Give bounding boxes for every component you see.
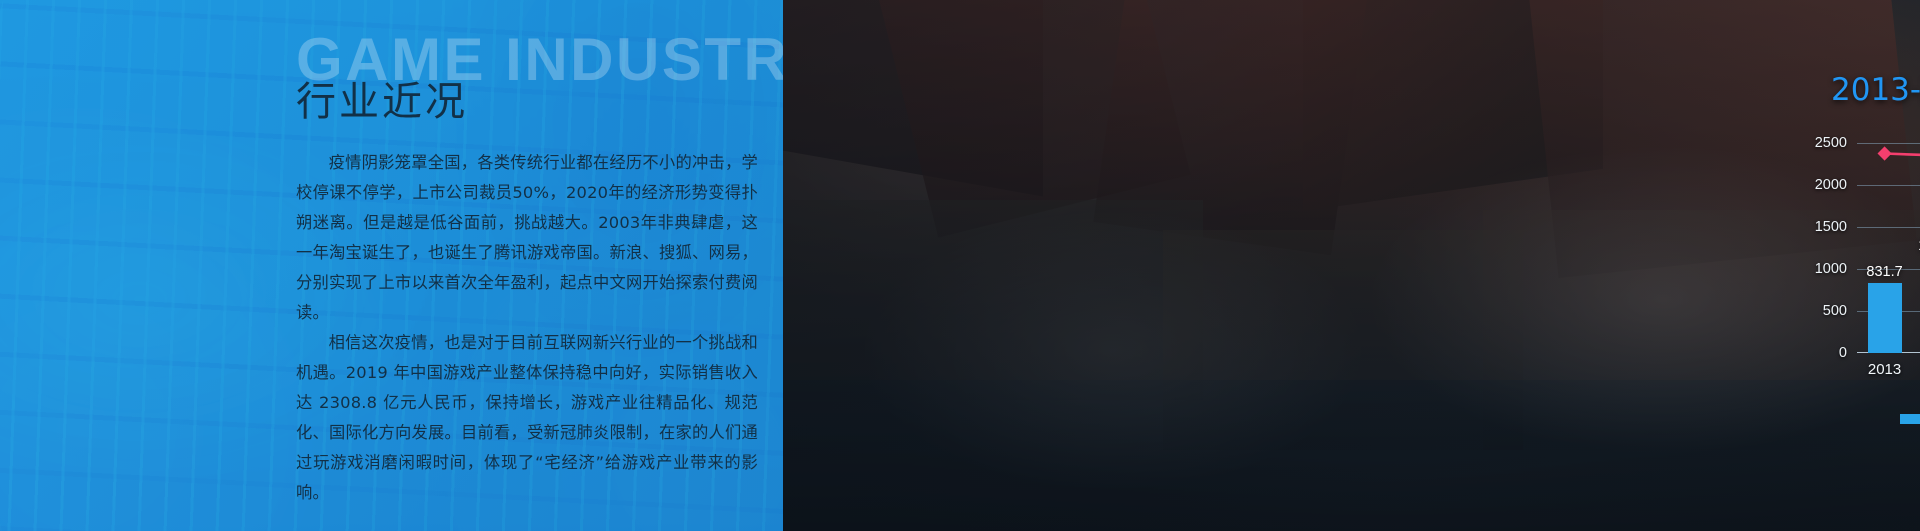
gridline: [1857, 143, 1920, 144]
y-axis-tick: 0: [1838, 345, 1847, 361]
y-axis-tick: 500: [1822, 303, 1847, 319]
chart-title-years: 2013-2019: [1831, 72, 1920, 108]
left-text-panel: GAME INDUSTRY 行业近况 疫情阴影笼罩全国，各类传统行业都在经历不小…: [0, 0, 783, 531]
body-copy: 疫情阴影笼罩全国，各类传统行业都在经历不小的冲击，学校停课不停学，上市公司裁员5…: [296, 148, 758, 508]
y-axis-tick: 2000: [1814, 177, 1847, 193]
watermark-heading: GAME INDUSTRY: [296, 26, 783, 93]
gridline: [1857, 227, 1920, 228]
growth-line: [1877, 146, 1920, 161]
bar-value-label: 1144.8: [1918, 238, 1920, 257]
sales-growth-chart: 050010001500200025000.0%5.0%10.0%15.0%20…: [1793, 135, 1920, 395]
background-texture: [0, 0, 783, 531]
gridline: [1857, 269, 1920, 270]
y-axis-tick: 1500: [1814, 219, 1847, 235]
y-axis-tick: 1000: [1814, 261, 1847, 277]
chart-legend: 销售额（亿元） 增长率（%）: [1793, 408, 1920, 429]
chart-title: 2013-2019年中国游戏产业销售收入及增长: [1831, 72, 1920, 109]
chart-panel: 2013-2019年中国游戏产业销售收入及增长 0 500 1000 1500 2000…: [783, 0, 1920, 531]
x-axis-tick: 2013: [1867, 361, 1902, 378]
chart-plot-area: 050010001500200025000.0%5.0%10.0%15.0%20…: [1815, 135, 1920, 378]
paragraph-2: 相信这次疫情，也是对于目前互联网新兴行业的一个挑战和机遇。2019 年中国游戏产…: [296, 333, 758, 502]
dark-scrim: [783, 0, 1920, 531]
gridline: [1857, 185, 1920, 186]
page-title: 行业近况: [296, 79, 468, 125]
y-axis-tick: 2500: [1814, 135, 1847, 151]
line-data-point: [1877, 146, 1892, 161]
paragraph-1: 疫情阴影笼罩全国，各类传统行业都在经历不小的冲击，学校停课不停学，上市公司裁员5…: [296, 153, 758, 322]
chart-bar: [1867, 283, 1902, 353]
bar-value-label: 831.7: [1866, 264, 1903, 281]
background-texture-overlay: [0, 0, 783, 531]
legend-item-sales: 销售额（亿元）: [1899, 408, 1920, 429]
bar-swatch-icon: [1899, 413, 1920, 424]
